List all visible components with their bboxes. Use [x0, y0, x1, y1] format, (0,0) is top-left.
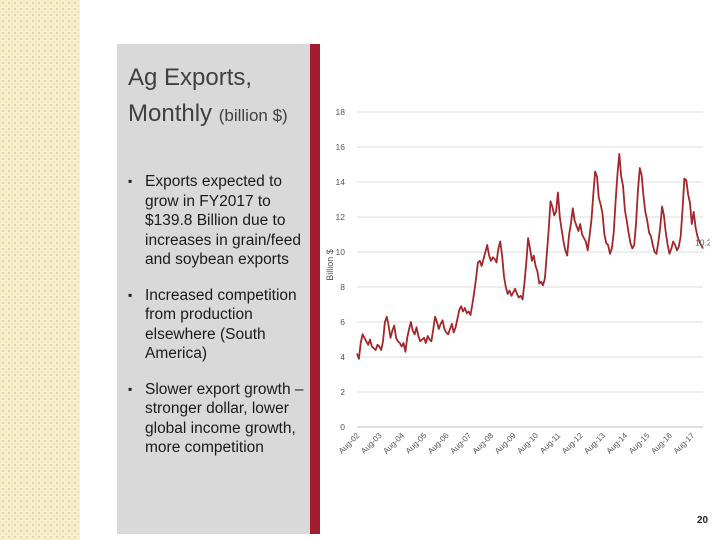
x-tick-label: Aug-10	[515, 431, 540, 456]
y-tick-label: 4	[340, 352, 345, 362]
y-tick-label: 18	[336, 107, 346, 117]
x-tick-labels: Aug-02Aug-03Aug-04Aug-05Aug-06Aug-07Aug-…	[337, 431, 697, 456]
title-unit: (billion $)	[218, 106, 288, 125]
y-tick-label: 0	[340, 422, 345, 432]
x-tick-label: Aug-14	[605, 431, 630, 456]
series-line-ag-exports	[356, 153, 704, 360]
slide-title: Ag Exports, Monthly (billion $)	[128, 60, 308, 134]
title-monthly: Monthly	[128, 100, 213, 127]
gridlines	[357, 111, 703, 428]
x-tick-label: Aug-05	[404, 431, 429, 456]
page-number: 20	[697, 515, 709, 526]
title-line-2: Monthly (billion $)	[128, 96, 308, 134]
x-tick-label: Aug-04	[381, 431, 406, 456]
x-tick-label: Aug-11	[538, 431, 563, 456]
x-tick-label: Aug-08	[471, 431, 496, 456]
end-value-label: 10.2	[695, 238, 710, 248]
x-tick-label: Aug-02	[337, 431, 362, 456]
bullet-item: Increased competition from production el…	[128, 286, 306, 364]
x-tick-label: Aug-15	[627, 431, 652, 456]
x-tick-label: Aug-12	[560, 431, 585, 456]
decorative-texture-strip	[0, 0, 80, 540]
y-tick-label: 10	[336, 247, 346, 257]
y-tick-labels: 0 2 4 6 8 10 12 14 16 18	[336, 107, 346, 432]
x-tick-label: Aug-09	[493, 431, 518, 456]
bullet-item: Slower export growth – stronger dollar, …	[128, 380, 306, 458]
y-axis-label: Billion $	[325, 249, 335, 281]
accent-bar	[310, 44, 320, 534]
x-tick-label: Aug-06	[426, 431, 451, 456]
y-tick-label: 12	[336, 212, 346, 222]
x-tick-label: Aug-03	[359, 431, 384, 456]
bullet-list: Exports expected to grow in FY2017 to $1…	[128, 172, 306, 474]
bullet-item: Exports expected to grow in FY2017 to $1…	[128, 172, 306, 270]
x-tick-label: Aug-07	[448, 431, 473, 456]
y-tick-label: 16	[336, 142, 346, 152]
title-line-1: Ag Exports,	[128, 64, 253, 91]
y-tick-label: 14	[336, 177, 346, 187]
y-tick-label: 8	[340, 282, 345, 292]
x-tick-label: Aug-16	[649, 431, 674, 456]
x-tick-label: Aug-13	[582, 431, 607, 456]
x-tick-label: Aug-17	[672, 431, 697, 456]
y-tick-label: 2	[340, 387, 345, 397]
y-tick-label: 6	[340, 317, 345, 327]
